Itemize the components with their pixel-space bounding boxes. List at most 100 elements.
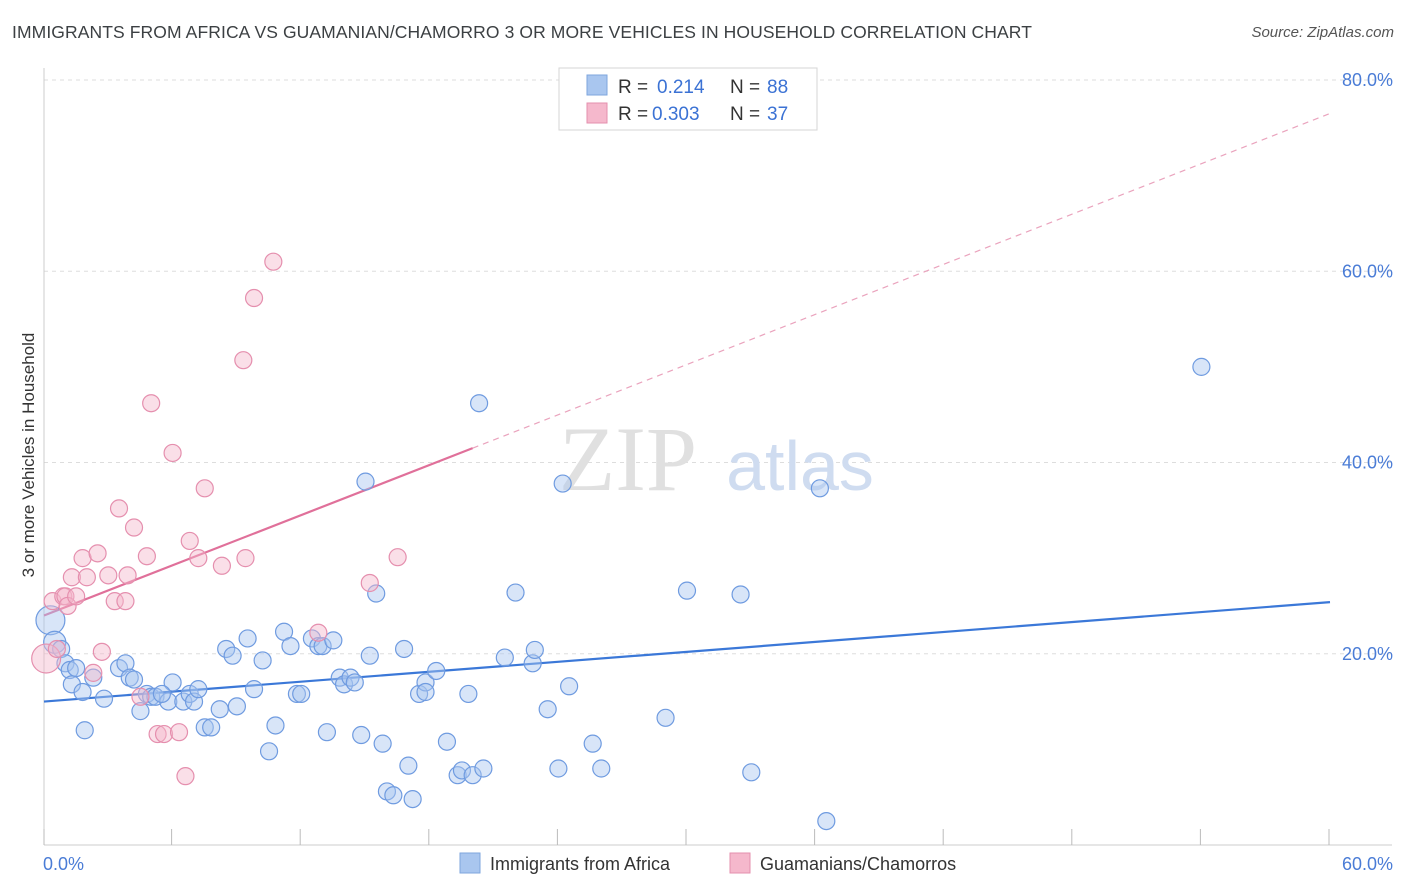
point-blue-57: [399, 756, 418, 775]
point-blue-32: [244, 680, 264, 699]
x-tick-label-0: 0.0%: [43, 854, 84, 874]
point-pink-28: [189, 549, 208, 568]
point-blue-39: [292, 684, 311, 704]
y-tick-label-1: 40.0%: [1342, 453, 1393, 473]
point-pink-12: [92, 642, 111, 661]
point-pink-33: [244, 288, 264, 308]
point-blue-0: [35, 605, 66, 636]
point-pink-8: [73, 549, 92, 568]
point-blue-77: [560, 677, 579, 696]
point-blue-27: [210, 700, 229, 719]
x-tick-label-1: 60.0%: [1342, 854, 1393, 874]
point-blue-85: [817, 811, 836, 831]
legend-r-value-0: 0.214: [657, 77, 705, 98]
trend-line-blue: [43, 601, 1331, 703]
point-pink-16: [116, 592, 135, 611]
point-blue-71: [506, 583, 525, 602]
tick-labels: 20.0% 40.0% 60.0% 80.0% 0.0% 60.0%: [43, 70, 1393, 874]
point-blue-24: [189, 680, 208, 699]
point-blue-30: [227, 697, 246, 716]
trend-line-pink-extension: [472, 112, 1331, 449]
y-tick-label-2: 60.0%: [1342, 261, 1393, 281]
source-label: Source: ZipAtlas.com: [1251, 24, 1394, 41]
point-blue-25: [195, 718, 214, 737]
point-blue-61: [416, 682, 435, 702]
point-blue-79: [592, 759, 611, 778]
point-blue-80: [656, 708, 675, 727]
point-blue-56: [394, 639, 414, 659]
data-points: [31, 252, 1211, 831]
point-blue-81: [677, 581, 697, 600]
point-blue-67: [463, 766, 482, 785]
point-blue-12: [116, 654, 135, 673]
point-pink-6: [62, 568, 81, 587]
point-blue-5: [67, 658, 86, 678]
point-pink-21: [142, 394, 161, 413]
point-blue-31: [238, 629, 257, 648]
point-blue-15: [131, 702, 150, 721]
point-blue-65: [452, 761, 472, 780]
point-pink-31: [234, 351, 253, 370]
point-blue-7: [73, 682, 92, 702]
point-pink-36: [360, 573, 379, 593]
point-pink-18: [124, 518, 144, 537]
point-pink-10: [84, 663, 103, 682]
point-blue-42: [313, 636, 332, 656]
point-blue-50: [356, 472, 375, 491]
y-tick-label-3: 80.0%: [1342, 70, 1393, 90]
point-blue-84: [810, 479, 829, 498]
point-pink-34: [264, 252, 283, 271]
point-blue-70: [495, 648, 514, 667]
watermark-zip: ZIP: [559, 408, 697, 510]
point-blue-17: [142, 687, 161, 706]
point-pink-0: [31, 643, 62, 674]
bottom-legend-label-guam: Guamanians/Chamorros: [760, 854, 956, 874]
point-pink-13: [99, 566, 118, 585]
legend: R = 0.214 N = 88 R = 0.303 N = 37: [558, 67, 818, 131]
point-blue-87: [152, 684, 171, 704]
point-blue-68: [469, 394, 489, 413]
point-blue-75: [549, 759, 568, 778]
legend-n-label-1: N =: [730, 104, 760, 125]
point-blue-66: [459, 684, 478, 704]
legend-r-label-1: R =: [618, 104, 648, 125]
point-pink-9: [77, 568, 96, 587]
point-blue-86: [1192, 357, 1211, 376]
point-blue-9: [84, 668, 103, 687]
point-blue-48: [345, 673, 364, 692]
point-blue-37: [281, 636, 300, 656]
y-axis-label: 3 or more Vehicles in Household: [19, 333, 38, 578]
point-blue-59: [409, 684, 429, 704]
point-blue-14: [124, 670, 144, 689]
point-blue-33: [253, 651, 272, 670]
bottom-legend-swatch-blue: [459, 852, 481, 874]
chart-title: IMMIGRANTS FROM AFRICA VS GUAMANIAN/CHAM…: [12, 22, 1032, 42]
point-pink-26: [176, 767, 195, 786]
point-blue-20: [163, 673, 182, 692]
point-blue-76: [553, 474, 572, 493]
trend-line-pink: [43, 447, 474, 617]
point-blue-58: [403, 789, 422, 809]
bottom-legend: Immigrants from Africa Guamanians/Chamor…: [459, 852, 956, 874]
legend-r-label-0: R =: [618, 77, 648, 98]
watermark-atlas: atlas: [726, 427, 874, 505]
point-blue-60: [416, 673, 435, 692]
point-pink-32: [236, 549, 255, 568]
point-blue-74: [538, 700, 557, 719]
point-blue-10: [94, 689, 114, 708]
legend-n-label-0: N =: [730, 77, 760, 98]
point-blue-35: [266, 716, 285, 735]
point-pink-7: [67, 587, 86, 606]
point-pink-25: [169, 723, 189, 742]
legend-swatch-pink: [586, 102, 608, 124]
trend-lines: [43, 112, 1331, 703]
point-blue-26: [202, 718, 221, 737]
legend-swatch-blue: [586, 74, 608, 96]
point-pink-11: [88, 544, 107, 563]
point-blue-72: [523, 654, 542, 673]
point-pink-15: [109, 499, 129, 518]
point-blue-62: [427, 661, 446, 681]
point-blue-78: [583, 734, 602, 753]
point-pink-14: [105, 592, 124, 611]
